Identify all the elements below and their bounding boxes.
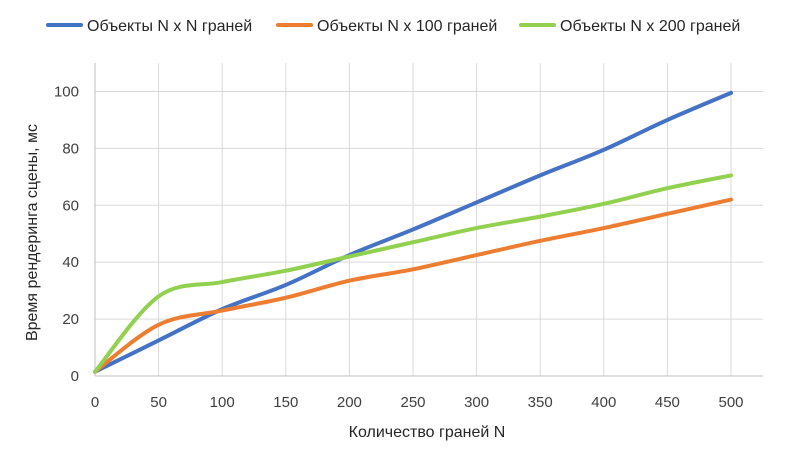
x-tick-label: 350: [528, 394, 553, 411]
x-tick-label: 250: [400, 394, 425, 411]
x-tick-label: 400: [591, 394, 616, 411]
legend-label: Объекты N x N граней: [87, 18, 252, 35]
y-axis-title: Время рендеринга сцены, мс: [24, 124, 41, 341]
grid: [95, 63, 763, 376]
x-tick-label: 500: [718, 394, 743, 411]
y-tick-label: 60: [62, 197, 79, 214]
y-tick-label: 80: [62, 140, 79, 157]
series-line-2: [93, 197, 733, 374]
axes: 0 20 40 60 80 100 0 50 100 150 200 250 300 350 400 450 5…: [54, 63, 763, 411]
y-tick-label: 40: [62, 254, 79, 271]
x-tick-label: 150: [273, 394, 298, 411]
y-tick-label: 100: [54, 83, 79, 100]
legend-label: Объекты N x 200 граней: [560, 18, 740, 35]
x-tick-label: 0: [91, 394, 99, 411]
x-tick-label: 100: [210, 394, 235, 411]
legend: Объекты N x N граней Объекты N x 100 гран…: [46, 18, 740, 35]
series-lines: [93, 90, 733, 374]
y-tick-label: 20: [62, 311, 79, 328]
series-line-3: [93, 173, 733, 374]
x-tick-label: 300: [464, 394, 489, 411]
x-tick-label: 450: [655, 394, 680, 411]
x-axis-title: Количество граней N: [349, 424, 506, 441]
x-tick-label: 50: [150, 394, 167, 411]
series-line-1: [93, 90, 733, 374]
legend-label: Объекты N x 100 граней: [317, 18, 497, 35]
x-tick-label: 200: [337, 394, 362, 411]
y-tick-label: 0: [71, 368, 79, 385]
